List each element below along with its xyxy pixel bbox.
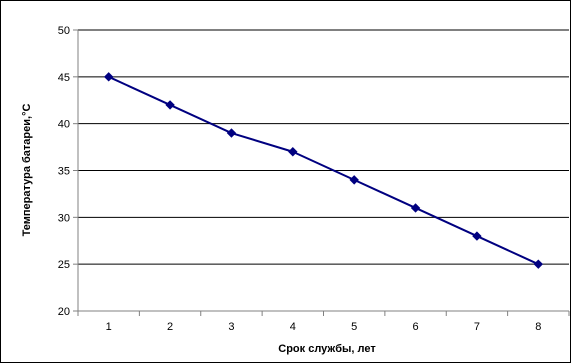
y-tick-label: 40 [58, 119, 70, 131]
x-tick-label: 3 [228, 321, 234, 333]
data-point [165, 100, 175, 110]
data-point [410, 203, 421, 213]
data-point [349, 175, 359, 185]
series-layer [103, 72, 544, 269]
x-tick-label: 8 [535, 321, 541, 333]
data-point [288, 147, 298, 157]
gridlines [78, 29, 569, 265]
y-tick-label: 25 [58, 259, 70, 271]
y-tick-label: 30 [58, 212, 70, 224]
x-tick-label: 2 [167, 321, 173, 333]
y-axis-tick-labels: 20 25 30 35 40 45 50 [58, 25, 70, 318]
series-line [108, 75, 539, 266]
x-axis-title: Срок службы, лет [278, 343, 376, 355]
y-tick-label: 35 [58, 166, 70, 178]
x-tick-label: 6 [413, 321, 419, 333]
data-point [103, 72, 114, 82]
axes [73, 29, 570, 316]
x-axis-tick-labels: 1 2 3 4 5 6 7 8 [106, 321, 542, 333]
x-tick-label: 4 [290, 321, 296, 333]
y-tick-label: 45 [58, 72, 70, 84]
y-tick-label: 20 [58, 306, 70, 318]
y-axis-title: Температура батареи,°C [21, 104, 33, 237]
y-tick-label: 50 [58, 25, 70, 37]
data-point [472, 231, 482, 241]
data-point [533, 259, 544, 269]
x-tick-label: 1 [106, 321, 112, 333]
x-tick-label: 7 [474, 321, 480, 333]
data-point [226, 128, 237, 138]
x-tick-label: 5 [351, 321, 357, 333]
